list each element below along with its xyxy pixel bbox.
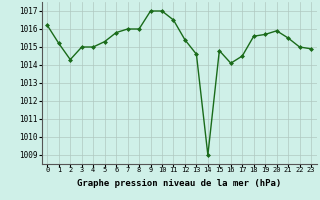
X-axis label: Graphe pression niveau de la mer (hPa): Graphe pression niveau de la mer (hPa) <box>77 179 281 188</box>
